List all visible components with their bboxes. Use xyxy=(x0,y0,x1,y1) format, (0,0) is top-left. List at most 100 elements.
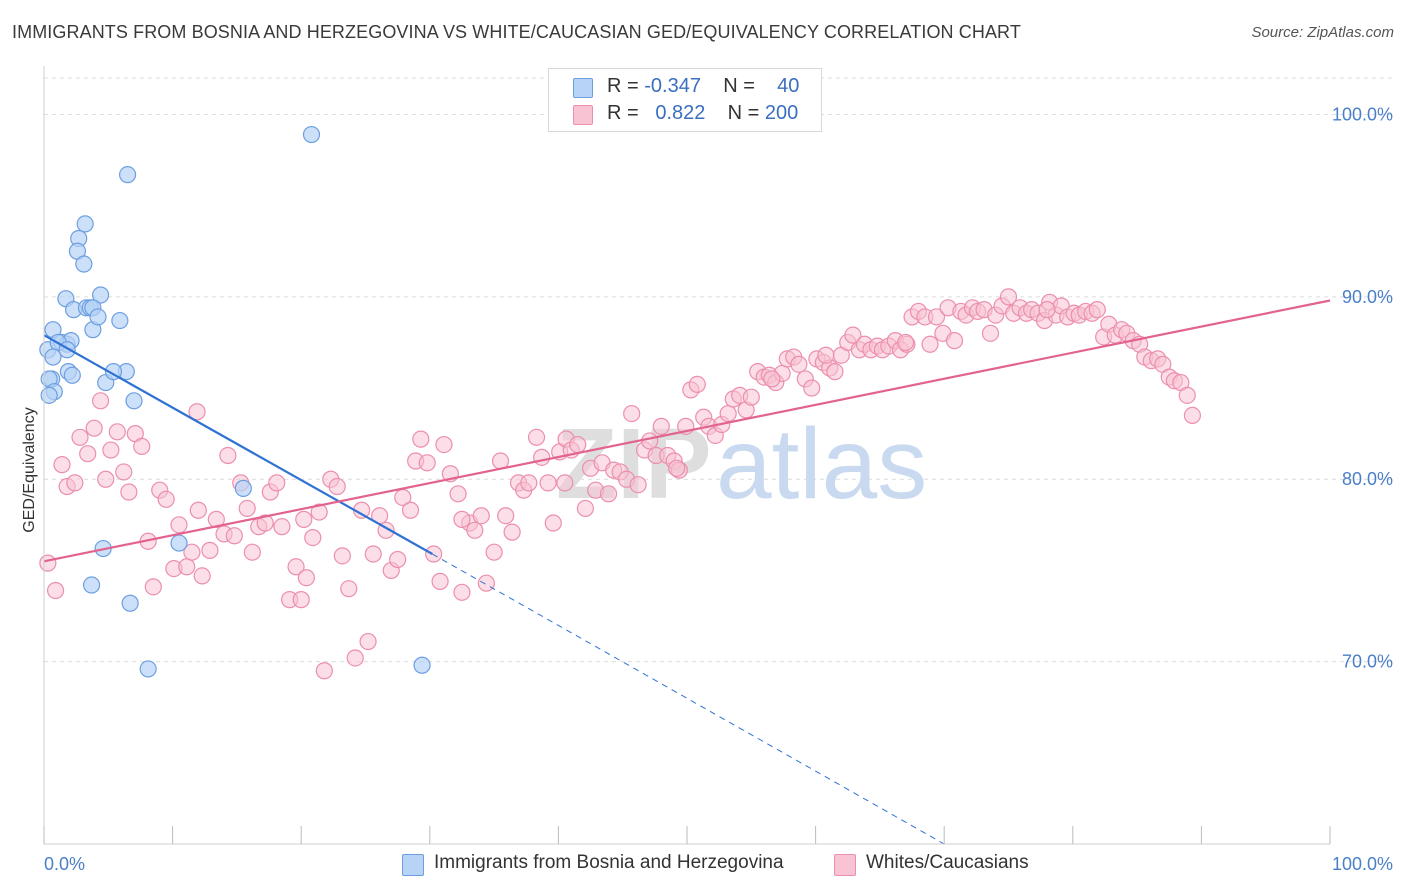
whites-caucasians-point xyxy=(315,662,333,680)
legend-swatch-pink xyxy=(834,854,856,876)
whites-caucasians-point xyxy=(97,470,115,488)
whites-caucasians-point xyxy=(133,437,151,456)
n-value: 200 xyxy=(764,102,799,124)
whites-caucasians-point xyxy=(1088,301,1106,319)
whites-caucasians-point xyxy=(91,392,110,410)
bosnia-immigrants-point xyxy=(40,386,58,404)
bosnia-immigrants-point xyxy=(44,348,62,366)
whites-trend-line xyxy=(43,299,1331,563)
whites-caucasians-point xyxy=(981,324,1000,342)
whites-caucasians-point xyxy=(144,578,162,596)
whites-caucasians-point xyxy=(238,499,256,518)
bosnia-immigrants-point xyxy=(139,660,157,678)
whites-caucasians-point xyxy=(193,567,211,585)
whites-caucasians-point xyxy=(287,558,305,576)
whites-caucasians-point xyxy=(364,545,382,563)
y-tick-label: 100.0% xyxy=(1332,104,1393,124)
whites-caucasians-point xyxy=(425,545,443,563)
bosnia-immigrants-point xyxy=(111,311,129,330)
legend-swatch-blue xyxy=(573,78,593,98)
n-label: N = xyxy=(723,75,755,97)
legend-text: R = -0.347 N = 40 xyxy=(607,75,799,98)
y-tick-label: 90.0% xyxy=(1342,287,1393,307)
whites-caucasians-point xyxy=(53,456,71,474)
whites-caucasians-point xyxy=(256,514,274,532)
bosnia-immigrants-point xyxy=(125,392,143,410)
whites-caucasians-point xyxy=(576,499,595,518)
whites-caucasians-point xyxy=(449,485,467,503)
whites-caucasians-point xyxy=(66,474,84,492)
whites-caucasians-point xyxy=(346,649,364,667)
whites-caucasians-points xyxy=(39,288,1201,680)
n-label: N = xyxy=(727,102,760,124)
whites-caucasians-point xyxy=(527,428,546,446)
bosnia-immigrants-point xyxy=(118,166,137,184)
whites-caucasians-point xyxy=(273,518,291,536)
whites-caucasians-point xyxy=(178,558,196,576)
whites-caucasians-point xyxy=(359,632,377,651)
whites-caucasians-point xyxy=(641,432,659,450)
whites-caucasians-point xyxy=(201,541,219,559)
whites-caucasians-point xyxy=(844,326,862,344)
whites-caucasians-point xyxy=(742,388,760,406)
whites-caucasians-point xyxy=(826,363,844,381)
whites-caucasians-point xyxy=(297,569,315,587)
whites-caucasians-point xyxy=(188,403,206,421)
n-value: 40 xyxy=(777,75,800,97)
whites-caucasians-point xyxy=(544,514,562,532)
whites-caucasians-point xyxy=(897,333,915,352)
whites-caucasians-point xyxy=(472,507,490,525)
whites-caucasians-point xyxy=(485,543,503,561)
legend-label-whites: Whites/Caucasians xyxy=(866,852,1029,873)
whites-caucasians-point xyxy=(102,441,120,459)
whites-caucasians-point xyxy=(71,428,89,446)
whites-caucasians-point xyxy=(39,554,57,572)
whites-caucasians-point xyxy=(401,501,420,519)
bosnia-immigrants-point xyxy=(91,286,110,304)
bosnia-immigrants-point xyxy=(76,215,94,233)
watermark: ZIP atlas xyxy=(556,408,927,520)
whites-caucasians-point xyxy=(340,580,358,598)
whites-caucasians-point xyxy=(569,435,587,454)
bosnia-trend-extension xyxy=(432,553,945,845)
whites-caucasians-point xyxy=(599,485,618,503)
whites-caucasians-point xyxy=(85,419,103,437)
whites-caucasians-point xyxy=(503,523,521,541)
whites-caucasians-point xyxy=(497,507,515,525)
y-tick-label: 70.0% xyxy=(1342,652,1393,672)
whites-caucasians-point xyxy=(389,550,407,569)
whites-caucasians-point xyxy=(688,375,706,393)
whites-caucasians-point xyxy=(46,581,65,600)
whites-caucasians-point xyxy=(668,459,686,477)
watermark-atlas: atlas xyxy=(716,408,927,520)
chart-title: IMMIGRANTS FROM BOSNIA AND HERZEGOVINA V… xyxy=(12,22,1021,42)
whites-caucasians-point xyxy=(79,445,97,463)
whites-caucasians-point xyxy=(999,288,1018,306)
r-value: -0.347 xyxy=(644,75,701,97)
legend-swatch-pink xyxy=(573,105,593,125)
trend-lines xyxy=(43,299,1331,845)
whites-caucasians-point xyxy=(418,454,436,472)
whites-caucasians-point xyxy=(292,591,310,609)
whites-caucasians-point xyxy=(304,528,322,547)
whites-caucasians-point xyxy=(268,474,286,492)
whites-caucasians-point xyxy=(623,404,641,423)
whites-caucasians-point xyxy=(803,379,821,397)
whites-caucasians-point xyxy=(333,547,351,565)
whites-caucasians-point xyxy=(225,527,243,545)
bosnia-trend-line xyxy=(43,334,433,555)
source-label: Source: ZipAtlas.com xyxy=(1251,24,1394,41)
axes: 70.0% 80.0% 90.0% 100.0% 0.0% 100.0% xyxy=(43,66,1393,874)
whites-caucasians-point xyxy=(1178,386,1196,404)
bosnia-immigrants-point xyxy=(170,534,188,552)
grid-layer xyxy=(44,77,1392,663)
whites-caucasians-point xyxy=(520,474,538,492)
whites-caucasians-point xyxy=(453,583,471,601)
whites-caucasians-point xyxy=(108,423,126,441)
whites-caucasians-point xyxy=(817,346,835,364)
whites-caucasians-point xyxy=(189,501,207,519)
whites-caucasians-point xyxy=(183,543,201,561)
whites-caucasians-point xyxy=(539,474,557,492)
whites-caucasians-point xyxy=(412,430,430,448)
whites-caucasians-point xyxy=(556,474,574,492)
